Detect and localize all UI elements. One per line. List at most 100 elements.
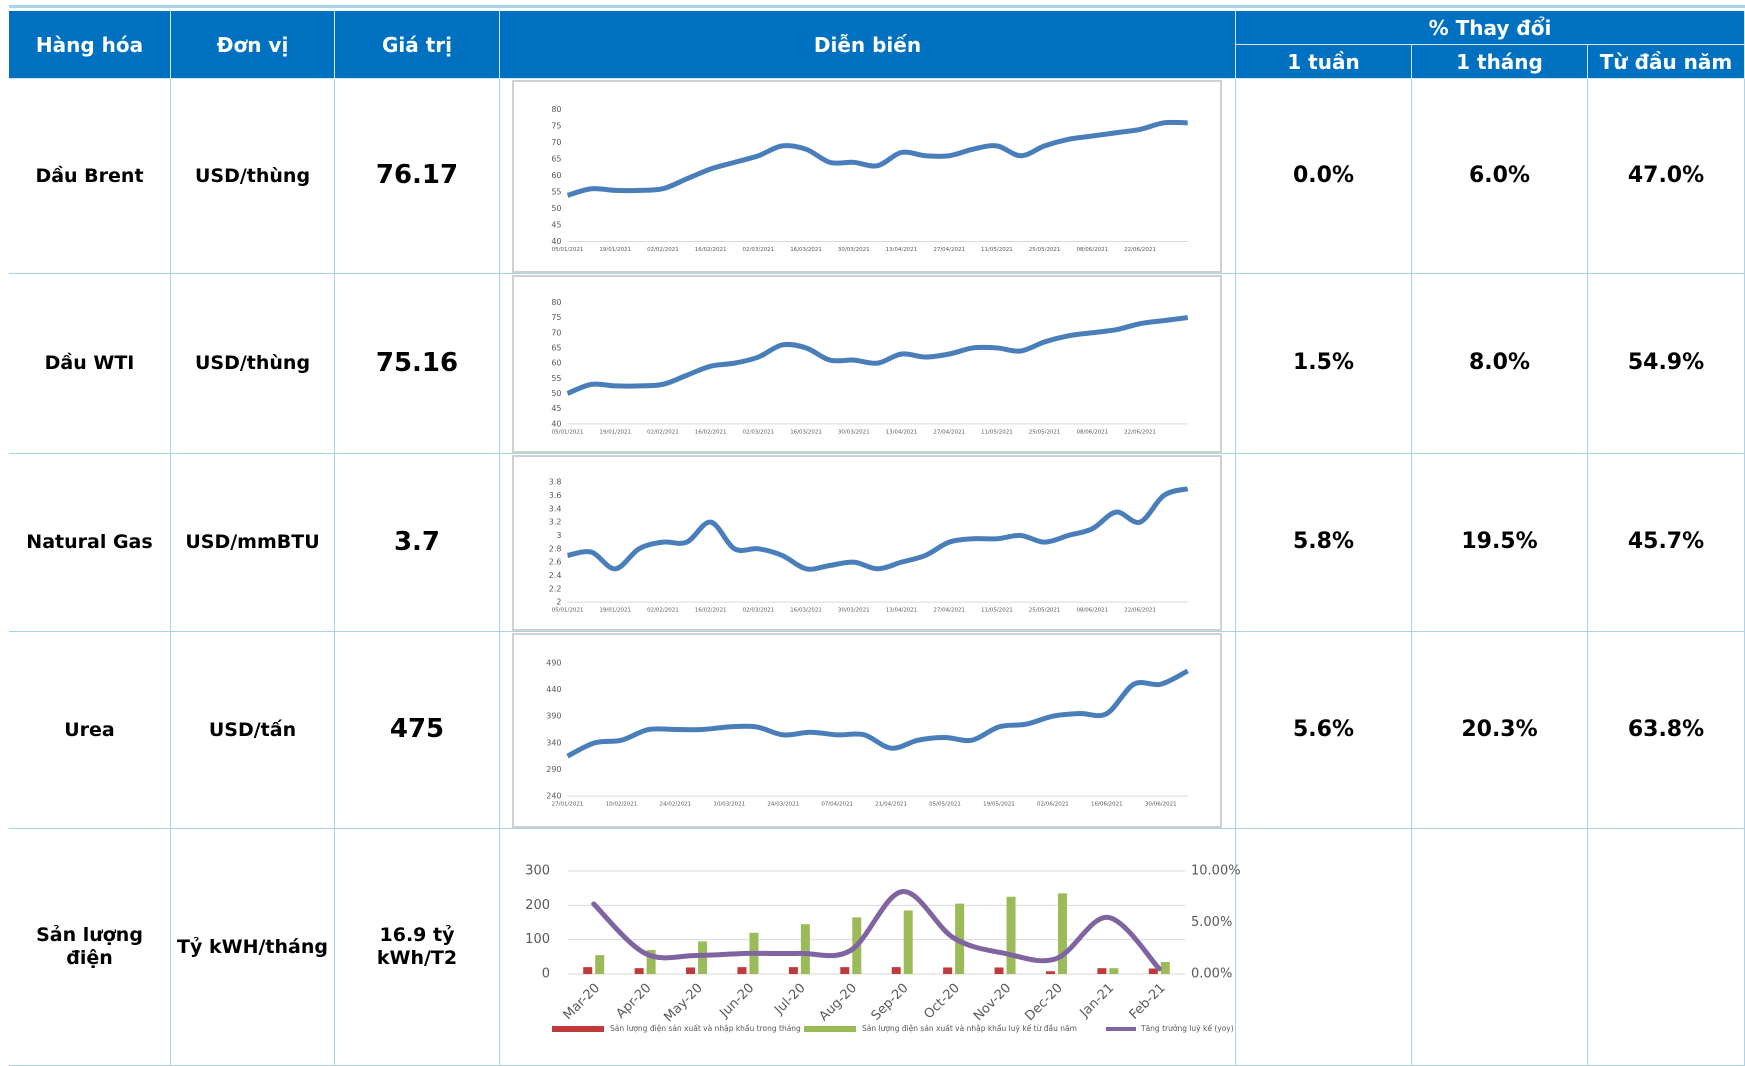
y2-tick-label: 5.00% <box>1191 915 1232 930</box>
y-tick-label: 2 <box>556 598 561 607</box>
x-tick-label: 16/03/2021 <box>790 247 822 253</box>
line <box>591 889 1162 972</box>
y-tick-label: 240 <box>546 792 561 801</box>
table-cell: Dầu Brent <box>9 79 171 274</box>
x-tick-label: Jun-20 <box>717 981 758 1022</box>
x-tick-label: 13/04/2021 <box>886 247 918 253</box>
y-tick-label: 3.2 <box>549 518 562 527</box>
table-cell: 75.16 <box>335 274 500 454</box>
x-tick-label: 21/04/2021 <box>875 802 907 808</box>
bar <box>646 949 656 974</box>
y-tick-label: 70 <box>551 138 561 147</box>
bar <box>1160 961 1170 974</box>
table-cell: Urea <box>9 632 171 829</box>
x-tick-label: 27/04/2021 <box>933 608 965 614</box>
table-cell: 0.0% <box>1236 79 1412 274</box>
x-tick-label: Mar-20 <box>561 981 603 1023</box>
x-tick-label: 19/01/2021 <box>599 429 631 435</box>
bar <box>1045 971 1055 974</box>
x-tick-label: 16/03/2021 <box>790 608 822 614</box>
table-cell: Sản lượng điện <box>9 829 171 1066</box>
bar <box>891 967 901 974</box>
line <box>566 668 1189 759</box>
x-tick-label: 02/02/2021 <box>647 608 679 614</box>
y-tick-label: 45 <box>551 404 561 413</box>
bar <box>595 955 605 974</box>
table-cell: USD/tấn <box>171 632 335 829</box>
y-tick-label: 200 <box>525 898 550 913</box>
x-tick-label: 25/05/2021 <box>1029 247 1061 253</box>
x-tick-label: 24/02/2021 <box>660 802 692 808</box>
table-cell: 20.3% <box>1412 632 1588 829</box>
x-tick-label: 22/06/2021 <box>1124 429 1156 435</box>
legend-label: Sản lượng điện sản xuất và nhập khẩu tro… <box>610 1024 801 1033</box>
x-tick-label: 11/05/2021 <box>981 608 1013 614</box>
x-tick-label: 11/05/2021 <box>981 429 1013 435</box>
x-tick-label: 02/03/2021 <box>742 608 774 614</box>
bar <box>994 967 1004 974</box>
header-cell: Đơn vị <box>171 11 335 79</box>
chart-cell <box>500 274 1236 454</box>
table-cell: 76.17 <box>335 79 500 274</box>
table-cell: 5.8% <box>1236 454 1412 632</box>
bar <box>903 910 913 974</box>
bar <box>583 967 593 974</box>
x-tick-label: 27/04/2021 <box>933 247 965 253</box>
chart-panel <box>512 633 1222 828</box>
y-tick-label: 2.8 <box>549 544 562 553</box>
x-tick-label: 16/02/2021 <box>695 247 727 253</box>
y-tick-label: 60 <box>551 359 561 368</box>
bar <box>1148 968 1158 974</box>
y-tick-label: 40 <box>551 237 561 246</box>
x-tick-label: Jan-21 <box>1077 981 1118 1022</box>
chart-panel <box>512 455 1222 631</box>
bar <box>634 968 644 974</box>
x-tick-label: 08/06/2021 <box>1076 247 1108 253</box>
x-tick-label: 02/02/2021 <box>647 429 679 435</box>
x-tick-label: Aug-20 <box>817 981 861 1025</box>
y-tick-label: 490 <box>546 658 561 667</box>
legend-label: Sản lượng điện sản xuất và nhập khẩu luỹ… <box>862 1024 1077 1033</box>
table-cell: Dầu WTI <box>9 274 171 454</box>
bar <box>943 967 953 974</box>
y-tick-label: 55 <box>551 188 561 197</box>
x-tick-label: 22/06/2021 <box>1124 608 1156 614</box>
y-tick-label: 2.4 <box>549 571 562 580</box>
top-border <box>9 5 1745 8</box>
bar <box>1097 968 1107 974</box>
x-tick-label: 24/03/2021 <box>767 802 799 808</box>
y-tick-label: 75 <box>551 313 561 322</box>
x-tick-label: 19/01/2021 <box>599 608 631 614</box>
table-cell: Natural Gas <box>9 454 171 632</box>
x-tick-label: 07/04/2021 <box>821 802 853 808</box>
bar <box>686 967 696 974</box>
y-tick-label: 65 <box>551 155 561 164</box>
x-tick-label: 19/01/2021 <box>599 247 631 253</box>
y-tick-label: 3.4 <box>549 504 562 513</box>
table-cell: USD/mmBTU <box>171 454 335 632</box>
bar <box>840 967 850 974</box>
y-tick-label: 70 <box>551 328 561 337</box>
table-cell: 54.9% <box>1588 274 1745 454</box>
x-tick-label: 22/06/2021 <box>1124 247 1156 253</box>
y-tick-label: 55 <box>551 374 561 383</box>
y-tick-label: 0 <box>542 967 550 982</box>
x-tick-label: Nov-20 <box>971 981 1014 1024</box>
table-cell: 3.7 <box>335 454 500 632</box>
x-tick-label: 25/05/2021 <box>1029 608 1061 614</box>
table-cell: 6.0% <box>1412 79 1588 274</box>
line <box>566 315 1189 396</box>
header-cell: % Thay đổi <box>1236 11 1745 45</box>
y2-tick-label: 0.00% <box>1191 967 1232 982</box>
x-tick-label: May-20 <box>661 981 705 1025</box>
header-cell: Giá trị <box>335 11 500 79</box>
y-tick-label: 50 <box>551 204 561 213</box>
table-cell: 1.5% <box>1236 274 1412 454</box>
x-tick-label: 27/04/2021 <box>933 429 965 435</box>
x-tick-label: 30/03/2021 <box>838 608 870 614</box>
x-tick-label: Feb-21 <box>1127 981 1169 1023</box>
x-tick-label: 16/03/2021 <box>790 429 822 435</box>
y-tick-label: 45 <box>551 220 561 229</box>
legend-label: Tăng trưởng luỹ kế (yoy) <box>1140 1024 1234 1033</box>
bar <box>800 924 810 974</box>
